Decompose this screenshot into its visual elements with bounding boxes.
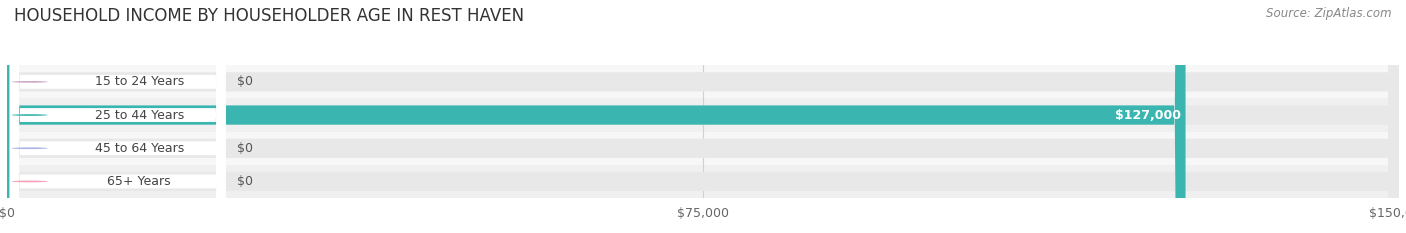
Bar (7, 132, 1399, 165)
Text: 45 to 64 Years: 45 to 64 Years (94, 142, 184, 155)
FancyBboxPatch shape (7, 0, 1399, 233)
Text: $0: $0 (236, 175, 253, 188)
Bar (7, 98, 1399, 132)
Text: 25 to 44 Years: 25 to 44 Years (94, 109, 184, 122)
Text: $0: $0 (236, 75, 253, 88)
FancyBboxPatch shape (7, 0, 1399, 233)
Text: $0: $0 (236, 142, 253, 155)
FancyBboxPatch shape (7, 0, 1399, 233)
FancyBboxPatch shape (10, 0, 225, 233)
Text: 65+ Years: 65+ Years (107, 175, 172, 188)
Bar (7, 65, 1399, 98)
Ellipse shape (11, 181, 48, 182)
Bar (7, 165, 1399, 198)
FancyBboxPatch shape (10, 0, 225, 233)
FancyBboxPatch shape (7, 0, 1399, 233)
Text: Source: ZipAtlas.com: Source: ZipAtlas.com (1267, 7, 1392, 20)
Text: $127,000: $127,000 (1115, 109, 1181, 122)
FancyBboxPatch shape (7, 0, 1185, 233)
Ellipse shape (11, 147, 48, 149)
Ellipse shape (11, 81, 48, 83)
Ellipse shape (11, 114, 48, 116)
FancyBboxPatch shape (10, 0, 225, 233)
Text: 15 to 24 Years: 15 to 24 Years (94, 75, 184, 88)
Text: HOUSEHOLD INCOME BY HOUSEHOLDER AGE IN REST HAVEN: HOUSEHOLD INCOME BY HOUSEHOLDER AGE IN R… (14, 7, 524, 25)
FancyBboxPatch shape (10, 0, 225, 233)
